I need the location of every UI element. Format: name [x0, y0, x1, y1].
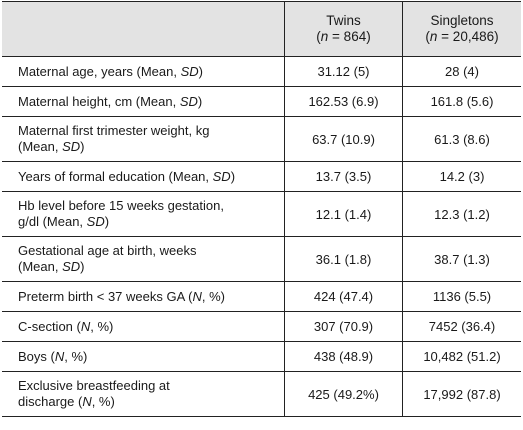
- table-row: Exclusive breastfeeding at discharge (N,…: [2, 371, 521, 416]
- label-text-end: , %): [91, 394, 115, 409]
- row-label: Preterm birth < 37 weeks GA (N, %): [2, 282, 284, 311]
- row-label: Years of formal education (Mean, SD): [2, 162, 284, 191]
- label-text: Maternal age, years (Mean,: [18, 63, 181, 79]
- singletons-value: 14.2 (3): [402, 162, 521, 191]
- label-text: Hb level before 15 weeks gestation,: [18, 198, 224, 213]
- label-text-end: ): [80, 259, 85, 274]
- row-label: Maternal first trimester weight, kg (Mea…: [2, 117, 284, 161]
- singletons-value: 61.3 (8.6): [402, 117, 521, 161]
- label-text: Boys (: [18, 348, 55, 364]
- label-italic: SD: [179, 93, 198, 109]
- label-text-end: , %): [64, 348, 88, 364]
- row-label: Boys (N, %): [2, 342, 284, 371]
- singletons-value: 7452 (36.4): [402, 312, 521, 341]
- header-twins: Twins (n = 864): [284, 2, 402, 56]
- header-singletons: Singletons (n = 20,486): [402, 2, 521, 56]
- label-line2: (Mean,: [18, 259, 63, 274]
- data-table: Twins (n = 864) Singletons (n = 20,486) …: [2, 1, 521, 417]
- label-text: Maternal height, cm (Mean,: [18, 93, 180, 109]
- label-line2: (Mean,: [18, 139, 63, 154]
- label-text: Exclusive breastfeeding at: [18, 378, 170, 393]
- twins-value: 424 (47.4): [284, 282, 402, 311]
- singletons-value: 10,482 (51.2): [402, 342, 521, 371]
- label-text-end: , %): [90, 318, 114, 334]
- table-row: Years of formal education (Mean, SD) 13.…: [2, 161, 521, 191]
- label-italic: N: [54, 348, 65, 364]
- header-singletons-n-var: n: [429, 29, 438, 44]
- twins-value: 63.7 (10.9): [284, 117, 402, 161]
- table-row: Preterm birth < 37 weeks GA (N, %) 424 (…: [2, 281, 521, 311]
- row-label: Hb level before 15 weeks gestation, g/dl…: [2, 192, 284, 236]
- table-row: Boys (N, %) 438 (48.9) 10,482 (51.2): [2, 341, 521, 371]
- label-text: C-section (: [18, 318, 81, 334]
- label-text: Maternal first trimester weight, kg: [18, 123, 210, 138]
- label-text-end: ): [197, 93, 203, 109]
- label-text: Years of formal education (Mean,: [18, 168, 213, 184]
- label-italic: SD: [86, 214, 105, 229]
- label-italic: N: [192, 288, 202, 304]
- singletons-value: 28 (4): [402, 57, 521, 86]
- singletons-value: 17,992 (87.8): [402, 372, 521, 416]
- table-row: Maternal first trimester weight, kg (Mea…: [2, 116, 521, 161]
- twins-value: 438 (48.9): [284, 342, 402, 371]
- table-row: Maternal age, years (Mean, SD) 31.12 (5)…: [2, 56, 521, 86]
- header-singletons-n-value: = 20,486): [437, 29, 499, 44]
- singletons-value: 38.7 (1.3): [402, 237, 521, 281]
- header-twins-n-var: n: [320, 29, 329, 44]
- label-text-end: ): [80, 139, 85, 154]
- label-text: Gestational age at birth, weeks: [18, 243, 197, 258]
- table-row: C-section (N, %) 307 (70.9) 7452 (36.4): [2, 311, 521, 341]
- header-singletons-n-open: (: [425, 29, 430, 44]
- header-twins-label: Twins: [326, 13, 361, 28]
- twins-value: 31.12 (5): [284, 57, 402, 86]
- row-label: Gestational age at birth, weeks (Mean, S…: [2, 237, 284, 281]
- table-row: Maternal height, cm (Mean, SD) 162.53 (6…: [2, 86, 521, 116]
- table-row: Gestational age at birth, weeks (Mean, S…: [2, 236, 521, 281]
- twins-value: 36.1 (1.8): [284, 237, 402, 281]
- row-label: Maternal height, cm (Mean, SD): [2, 87, 284, 116]
- label-italic: N: [82, 394, 92, 409]
- label-line2: g/dl (Mean,: [18, 214, 87, 229]
- label-italic: SD: [212, 168, 231, 184]
- label-text-end: ): [230, 168, 236, 184]
- singletons-value: 161.8 (5.6): [402, 87, 521, 116]
- header-twins-n-open: (: [316, 29, 321, 44]
- singletons-value: 12.3 (1.2): [402, 192, 521, 236]
- label-italic: N: [80, 318, 91, 334]
- label-italic: SD: [62, 139, 81, 154]
- label-italic: SD: [180, 63, 199, 79]
- header-twins-n-value: = 864): [328, 29, 371, 44]
- label-text-end: ): [104, 214, 110, 229]
- twins-value: 162.53 (6.9): [284, 87, 402, 116]
- label-line2: discharge (: [18, 394, 83, 409]
- row-label: C-section (N, %): [2, 312, 284, 341]
- twins-value: 13.7 (3.5): [284, 162, 402, 191]
- label-text: Preterm birth < 37 weeks GA (: [18, 288, 193, 304]
- table-header: Twins (n = 864) Singletons (n = 20,486): [2, 2, 521, 56]
- twins-value: 12.1 (1.4): [284, 192, 402, 236]
- table-row: Hb level before 15 weeks gestation, g/dl…: [2, 191, 521, 236]
- label-italic: SD: [62, 259, 81, 274]
- header-blank-cell: [2, 2, 284, 56]
- row-label: Maternal age, years (Mean, SD): [2, 57, 284, 86]
- label-text-end: , %): [201, 288, 225, 304]
- row-label: Exclusive breastfeeding at discharge (N,…: [2, 372, 284, 416]
- twins-value: 425 (49.2%): [284, 372, 402, 416]
- twins-value: 307 (70.9): [284, 312, 402, 341]
- singletons-value: 1136 (5.5): [402, 282, 521, 311]
- label-text-end: ): [198, 63, 203, 79]
- header-singletons-label: Singletons: [430, 13, 494, 28]
